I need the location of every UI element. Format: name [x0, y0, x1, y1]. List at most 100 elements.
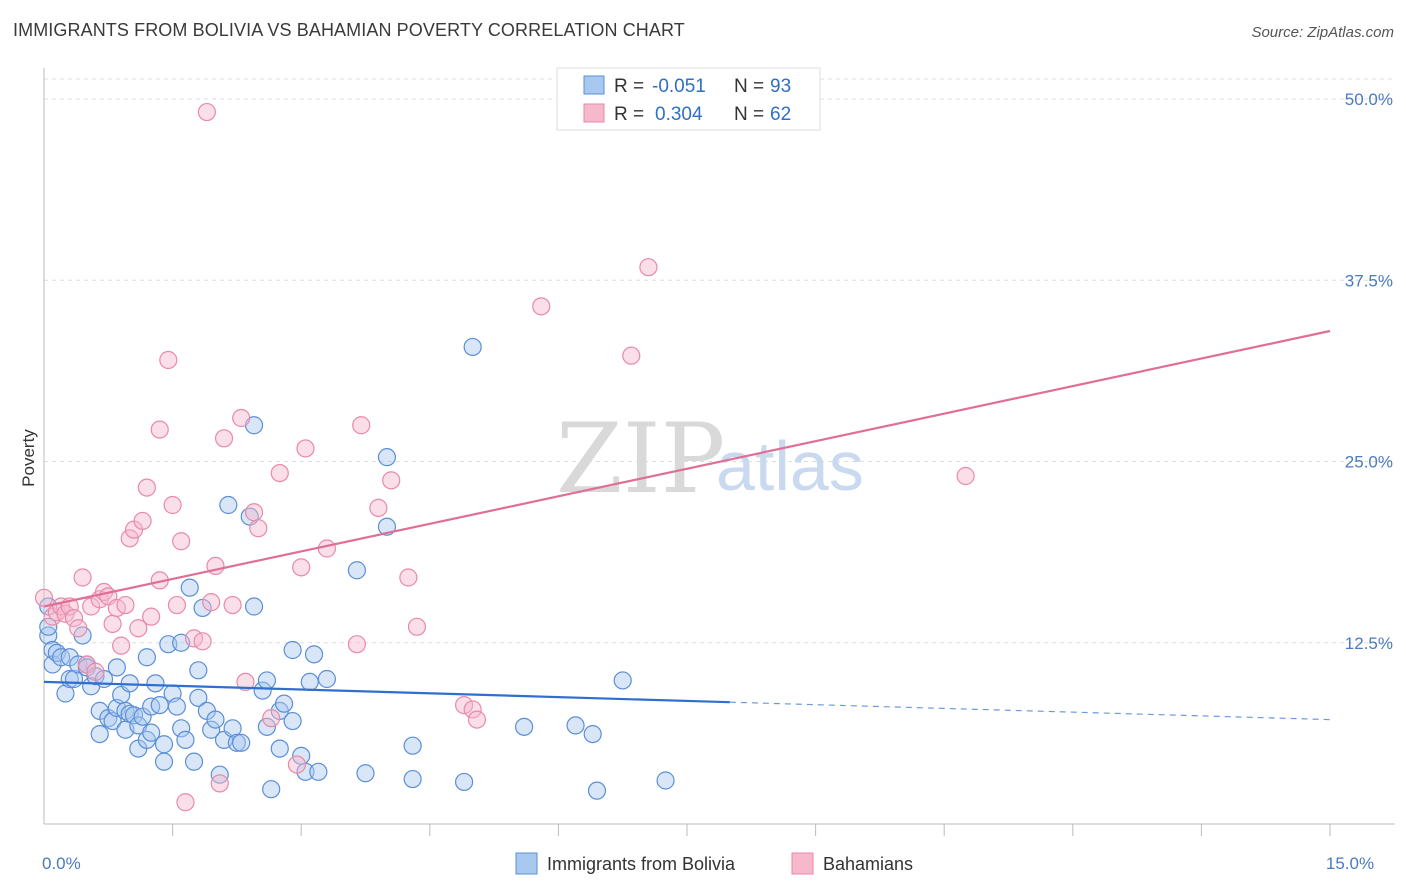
watermark-zip: ZIP [556, 403, 725, 515]
bahamians-point [150, 420, 169, 439]
bolivia-point [309, 762, 328, 781]
bolivia-point [189, 688, 208, 707]
bahamians-point [120, 529, 139, 548]
bahamians-point [137, 478, 156, 497]
bahamians-point [352, 416, 371, 435]
bolivia-point [566, 716, 585, 735]
bahamians-point [296, 439, 315, 458]
bolivia-point [454, 772, 474, 792]
bahamians-point [86, 662, 105, 681]
x-tick-labels: 0.0% 15.0% [42, 854, 1374, 873]
bolivia-trend-extension [729, 701, 1331, 721]
bahamians-point [463, 700, 482, 719]
bolivia-point [142, 723, 161, 742]
bolivia-point [403, 769, 422, 789]
bolivia-point [257, 671, 277, 690]
bolivia-point [206, 710, 225, 729]
x-tick-label: 0.0% [42, 854, 81, 873]
bahamians-point [214, 429, 234, 448]
bolivia-point [515, 717, 534, 736]
legend-n-value-pink: 62 [770, 104, 791, 125]
bahamians-point [142, 607, 161, 626]
bahamians-point [287, 755, 307, 774]
chart-title: IMMIGRANTS FROM BOLIVIA VS BAHAMIAN POVE… [13, 20, 685, 40]
y-axis-title: Poverty [19, 429, 38, 487]
series-legend-swatch-bolivia [515, 852, 538, 875]
bolivia-point [184, 752, 204, 771]
bahamians-point [262, 709, 281, 728]
bahamians-point [292, 558, 311, 577]
bolivia-point [613, 671, 632, 690]
bahamians-point [172, 532, 191, 551]
bahamians-point [64, 608, 84, 628]
bahamians-point [956, 466, 975, 486]
bolivia-point [347, 561, 367, 580]
bahamians-point [69, 619, 88, 638]
bahamians-point [34, 588, 54, 607]
data-points [34, 102, 975, 812]
bahamians-point [129, 619, 148, 638]
bahamians-point [317, 539, 337, 558]
legend-swatch-pink [583, 103, 605, 123]
bahamians-point [399, 568, 418, 587]
bolivia-point [39, 617, 58, 636]
y-tick-label: 50.0% [1345, 90, 1393, 109]
bolivia-point [377, 448, 397, 467]
legend-swatch-blue [583, 75, 605, 95]
bahamians-point [163, 495, 182, 515]
y-tick-label: 37.5% [1345, 271, 1393, 290]
bolivia-point [283, 640, 302, 660]
series-legend: Immigrants from Bolivia Bahamians [515, 852, 913, 875]
bolivia-point [189, 661, 208, 680]
bolivia-point [463, 337, 482, 357]
bolivia-point [587, 781, 607, 800]
x-tick-label: 15.0% [1326, 854, 1374, 873]
bolivia-point [403, 736, 422, 755]
bolivia-point [270, 739, 289, 758]
bahamians-point [622, 346, 641, 365]
legend-r-value-pink: 0.304 [655, 104, 703, 125]
legend-n-label-pink: N = [734, 104, 764, 125]
bahamians-point [167, 595, 186, 615]
bahamians-point [249, 519, 268, 538]
legend-r-label-pink: R = [614, 104, 644, 125]
series-legend-swatch-bahamians [791, 852, 814, 875]
bolivia-point [583, 724, 602, 744]
legend-n-label-blue: N = [734, 76, 764, 97]
bolivia-point [356, 764, 375, 783]
bahamians-point [202, 593, 221, 612]
series-legend-label-bahamians: Bahamians [823, 854, 913, 874]
watermark: ZIP atlas [556, 403, 864, 515]
watermark-atlas: atlas [716, 427, 864, 505]
bahamians-point [347, 635, 367, 654]
bahamians-point [159, 350, 178, 370]
y-tick-label: 12.5% [1345, 634, 1393, 653]
bolivia-point [283, 711, 302, 731]
bahamians-point [639, 258, 658, 277]
bahamians-point [116, 595, 135, 615]
bolivia-point [202, 720, 221, 739]
bolivia-point [304, 645, 324, 664]
bolivia-point [656, 771, 675, 790]
bolivia-point [167, 697, 186, 716]
bolivia-point [219, 495, 238, 515]
bolivia-point [253, 681, 272, 700]
bolivia-trend-line [43, 680, 730, 704]
bolivia-point [262, 780, 281, 799]
bolivia-point [56, 684, 75, 703]
bahamians-point [210, 774, 229, 793]
bahamians-point [369, 498, 388, 517]
bahamians-point [193, 632, 212, 651]
trend-lines [43, 329, 1331, 721]
bolivia-point [223, 719, 242, 738]
bahamians-trend-line [43, 329, 1331, 608]
bahamians-point [176, 793, 195, 812]
bolivia-point [154, 735, 174, 754]
axes [43, 68, 1395, 836]
bahamians-point [133, 511, 152, 531]
legend-r-label-blue: R = [614, 76, 644, 97]
bahamians-point [223, 595, 242, 615]
bahamians-point [467, 710, 487, 729]
bolivia-point [257, 717, 277, 736]
